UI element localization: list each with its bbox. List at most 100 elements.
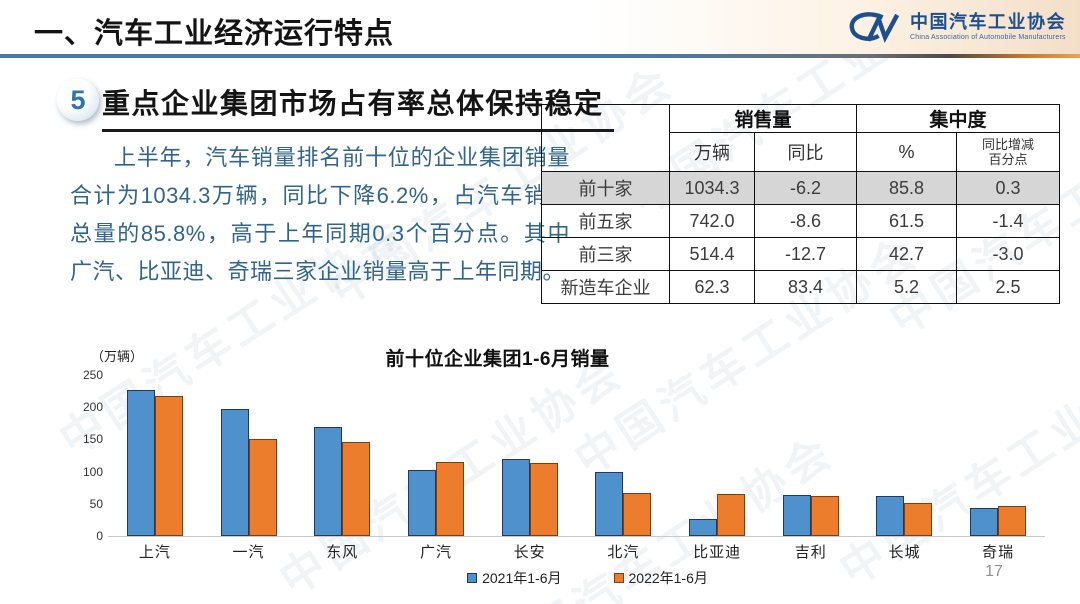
table-row: 前五家 742.0 -8.6 61.5 -1.4 bbox=[541, 204, 1061, 238]
bar bbox=[435, 462, 464, 536]
x-axis-label: 奇瑞 bbox=[982, 544, 1015, 561]
summary-paragraph: 上半年，汽车销量排名前十位的企业集团销量合计为1034.3万辆，同比下降6.2%… bbox=[70, 145, 570, 284]
bar-group bbox=[202, 409, 296, 536]
section-heading: 重点企业集团市场占有率总体保持稳定 bbox=[102, 82, 614, 132]
x-axis-label: 长安 bbox=[513, 544, 546, 561]
bar bbox=[689, 519, 718, 536]
cam-logo-icon bbox=[849, 12, 900, 43]
chart-legend: 2021年1-6月 2022年1-6月 bbox=[115, 568, 1060, 588]
y-axis-tick-label: 150 bbox=[82, 432, 103, 447]
cell-value: -6.2 bbox=[753, 171, 858, 205]
x-axis-label: 广汽 bbox=[419, 544, 452, 561]
x-axis-label: 上汽 bbox=[138, 544, 171, 561]
bar bbox=[220, 409, 249, 536]
row-label: 前十家 bbox=[541, 171, 670, 205]
row-label: 前五家 bbox=[541, 204, 670, 238]
cell-value: -12.7 bbox=[753, 237, 858, 271]
bar-group bbox=[764, 495, 858, 536]
org-logo: 中国汽车工业协会 China Association of Automobile… bbox=[844, 9, 1066, 45]
cell-value: 5.2 bbox=[856, 270, 958, 304]
table-group-header: 集中度 bbox=[856, 104, 1061, 133]
cell-value: -3.0 bbox=[956, 237, 1061, 271]
cell-value: -1.4 bbox=[956, 204, 1061, 238]
cell-value: 514.4 bbox=[669, 237, 755, 271]
bar bbox=[126, 390, 155, 536]
bar-groups bbox=[108, 375, 1045, 536]
legend-item: 2021年1-6月 bbox=[467, 568, 562, 588]
row-label: 新造车企业 bbox=[541, 270, 670, 304]
bar-group bbox=[108, 390, 202, 536]
row-label: 前三家 bbox=[541, 237, 670, 271]
table-corner-cell bbox=[541, 104, 670, 172]
x-axis-label: 北汽 bbox=[607, 544, 640, 561]
bar bbox=[407, 470, 436, 536]
bar bbox=[248, 439, 277, 536]
table-sub-header: % bbox=[856, 132, 958, 172]
page-number: 17 bbox=[985, 563, 1003, 580]
section-number-badge: 5 bbox=[57, 79, 99, 121]
bar bbox=[970, 508, 999, 536]
x-axis-label: 长城 bbox=[888, 544, 921, 561]
bar-group bbox=[389, 462, 483, 536]
bar-group bbox=[670, 494, 764, 536]
table-row: 前十家 1034.3 -6.2 85.8 0.3 bbox=[541, 171, 1061, 205]
legend-swatch-icon bbox=[467, 573, 478, 583]
bar bbox=[314, 427, 343, 536]
bar-group bbox=[577, 472, 671, 536]
bar bbox=[782, 495, 811, 536]
y-axis-unit-label: （万辆） bbox=[91, 349, 144, 364]
cell-value: 83.4 bbox=[753, 270, 858, 304]
cell-value: 2.5 bbox=[956, 270, 1061, 304]
slide-title: 一、汽车工业经济运行特点 bbox=[34, 18, 395, 50]
bar bbox=[904, 503, 933, 536]
header-divider bbox=[0, 54, 1080, 58]
chart-plot: 0 50 100 150 200 250 bbox=[83, 368, 1045, 543]
bar-group bbox=[483, 459, 577, 536]
market-share-table: 销售量 集中度 万辆 同比 % 同比增减 百分点 前十家 1034.3 -6.2… bbox=[541, 104, 1061, 304]
legend-label: 2021年1-6月 bbox=[482, 570, 562, 586]
cell-value: -8.6 bbox=[753, 204, 858, 238]
bar bbox=[501, 459, 530, 536]
bar bbox=[810, 496, 839, 536]
market-share-table-wrap: 销售量 集中度 万辆 同比 % 同比增减 百分点 前十家 1034.3 -6.2… bbox=[541, 104, 1061, 304]
y-axis-tick-label: 0 bbox=[96, 529, 103, 543]
y-axis-tick-label: 50 bbox=[89, 496, 103, 511]
bar bbox=[529, 463, 558, 536]
table-row: 新造车企业 62.3 83.4 5.2 2.5 bbox=[541, 270, 1061, 304]
x-axis-label: 吉利 bbox=[794, 544, 827, 561]
table-sub-header: 万辆 bbox=[669, 132, 755, 172]
x-axis-label: 东风 bbox=[326, 544, 359, 561]
chart-title: 前十位企业集团1-6月销量 bbox=[385, 349, 610, 370]
cell-value: 42.7 bbox=[856, 237, 958, 271]
bar-group bbox=[295, 427, 389, 536]
legend-label: 2022年1-6月 bbox=[628, 570, 708, 586]
bar bbox=[154, 396, 183, 536]
bar-group bbox=[951, 506, 1045, 536]
cell-value: 0.3 bbox=[956, 171, 1061, 205]
bar bbox=[717, 494, 746, 536]
bar bbox=[876, 496, 905, 536]
bar bbox=[623, 493, 652, 536]
cell-value: 742.0 bbox=[669, 204, 755, 238]
legend-swatch-icon bbox=[613, 573, 624, 583]
bar bbox=[998, 506, 1027, 536]
bar-group bbox=[858, 496, 952, 536]
cell-value: 85.8 bbox=[856, 171, 958, 205]
x-axis-labels: 上汽 一汽 东风 广汽 长安 北汽 比亚迪 吉利 长城 奇瑞 bbox=[108, 541, 1045, 562]
table-group-header: 销售量 bbox=[668, 104, 858, 133]
header-bar bbox=[0, 0, 1080, 54]
x-axis-label: 一汽 bbox=[232, 544, 265, 561]
x-axis-label: 比亚迪 bbox=[693, 544, 742, 561]
org-name-cn: 中国汽车工业协会 bbox=[910, 11, 1066, 32]
cell-value: 62.3 bbox=[669, 270, 755, 304]
cell-value: 61.5 bbox=[856, 204, 958, 238]
bar bbox=[595, 472, 624, 536]
org-name-en: China Association of Automobile Manufact… bbox=[910, 33, 1066, 41]
table-sub-header: 同比增减 百分点 bbox=[956, 132, 1061, 172]
y-axis-tick-label: 200 bbox=[82, 400, 103, 415]
table-row: 前三家 514.4 -12.7 42.7 -3.0 bbox=[541, 237, 1061, 271]
y-axis-tick-label: 100 bbox=[82, 464, 103, 479]
legend-item: 2022年1-6月 bbox=[613, 568, 708, 588]
table-sub-header: 同比 bbox=[753, 132, 858, 172]
y-axis-tick-label: 250 bbox=[82, 368, 103, 382]
